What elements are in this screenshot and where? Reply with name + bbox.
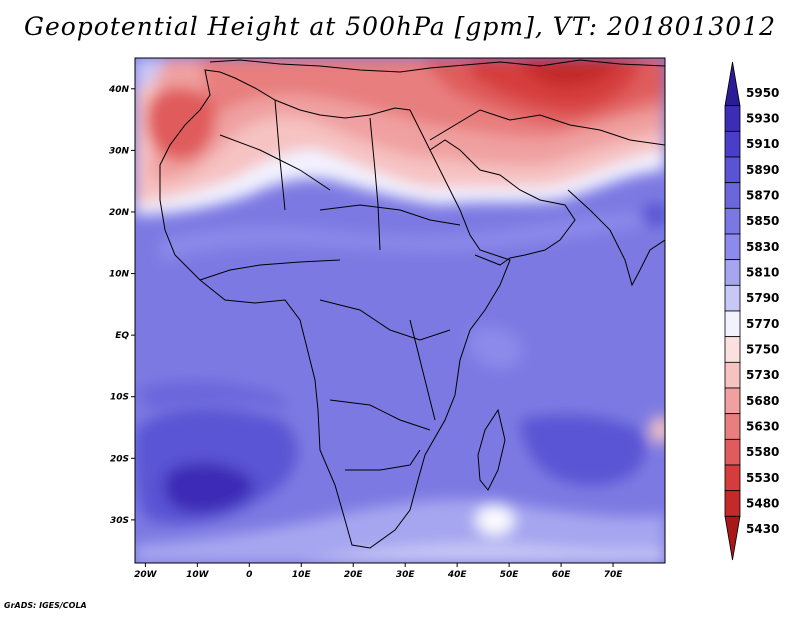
border-south-central	[329, 399, 431, 431]
x-tick-label: 20E	[344, 570, 364, 580]
cell-east-edge	[650, 416, 665, 444]
colorbar-label: 5750	[746, 343, 779, 357]
x-tick-label: 50E	[500, 570, 520, 580]
border-algeria	[274, 99, 286, 211]
colorbar-label: 5730	[746, 368, 779, 382]
border-sahel	[319, 204, 461, 226]
colorbar-label: 5790	[746, 291, 779, 305]
band-5790-south	[300, 543, 665, 563]
colorbar-swatch	[724, 130, 741, 158]
x-tick-label: 10W	[186, 570, 210, 580]
mediterranean-north	[209, 59, 665, 73]
y-tick-label: EQ	[115, 331, 129, 341]
grads-credit: GrADS: IGES/COLA	[4, 601, 87, 610]
cell-morocco	[146, 87, 216, 161]
colorbar-swatch	[724, 515, 741, 561]
border-southern	[345, 449, 421, 471]
border-central	[319, 299, 451, 341]
colorbar-swatch	[724, 336, 741, 363]
colorbar-label: 5890	[746, 163, 779, 177]
y-axis: 40N 30N 20N 10N EQ 10S 20S 30S	[108, 85, 135, 526]
band-5870-atl	[135, 380, 290, 410]
colorbar-label: 5430	[746, 522, 779, 536]
corner-nw	[135, 58, 165, 90]
border-egypt-sudan	[369, 117, 381, 251]
colorbar-swatch	[724, 259, 741, 286]
great-lakes	[409, 319, 436, 421]
x-tick-label: 30E	[396, 570, 416, 580]
x-axis: 20W 10W 0 10E 20E 30E 40E 50E 60E 70E	[134, 563, 623, 580]
colorbar-label: 5480	[746, 497, 779, 511]
x-tick-label: 60E	[552, 570, 572, 580]
colorbar-swatch	[724, 387, 741, 415]
y-tick-label: 30N	[109, 146, 130, 156]
colorbar-label: 5930	[746, 112, 779, 126]
colorbar-swatch	[724, 61, 741, 107]
y-tick-label: 10N	[109, 270, 130, 280]
colorbar: 5950 5930 5910 5890 5870 5850 5830 5810 5790 5770…	[724, 61, 779, 561]
x-tick-label: 0	[246, 570, 252, 580]
y-tick-label: 40N	[108, 85, 130, 95]
x-tick-label: 70E	[604, 570, 624, 580]
high-atlantic-inner	[163, 462, 255, 514]
x-tick-label: 10E	[292, 570, 312, 580]
madagascar	[477, 408, 506, 491]
colorbar-label: 5630	[746, 420, 779, 434]
colorbar-swatch	[724, 464, 741, 492]
y-tick-label: 10S	[110, 393, 129, 403]
colorbar-swatch	[724, 156, 741, 184]
colorbar-label: 5910	[746, 137, 779, 151]
colorbar-swatch	[724, 490, 741, 517]
colorbar-swatch	[724, 233, 741, 261]
colorbar-label: 5770	[746, 317, 779, 331]
chart-title: Geopotential Height at 500hPa [gpm], VT:…	[23, 12, 777, 41]
colorbar-label: 5830	[746, 240, 779, 254]
colorbar-swatch	[724, 310, 741, 338]
border-westafrica	[199, 259, 341, 281]
colorbar-label: 5810	[746, 266, 779, 280]
high-indian	[520, 414, 646, 486]
colorbar-swatch	[724, 361, 741, 389]
x-tick-label: 40E	[447, 570, 468, 580]
colorbar-label: 5870	[746, 189, 779, 203]
cell-arabian-sea	[641, 203, 665, 227]
colorbar-label: 5530	[746, 471, 779, 485]
band-5830	[160, 210, 665, 262]
patch-east-africa	[470, 326, 522, 369]
y-tick-label: 30S	[110, 516, 129, 526]
y-tick-label: 20N	[109, 208, 130, 218]
africa-outline	[159, 69, 511, 549]
coastlines	[159, 59, 665, 549]
geopotential-field	[135, 58, 665, 563]
colorbar-label: 5850	[746, 214, 779, 228]
colorbar-label: 5580	[746, 445, 779, 459]
colorbar-swatch	[724, 207, 741, 235]
map-frame	[134, 57, 666, 564]
colorbar-swatch	[724, 105, 741, 132]
y-tick-label: 20S	[110, 454, 129, 464]
colorbar-swatch	[724, 438, 741, 466]
colorbar-label: 5680	[746, 394, 779, 408]
colorbar-swatch	[724, 413, 741, 440]
colorbar-swatch	[724, 182, 741, 209]
x-tick-label: 20W	[134, 570, 158, 580]
colorbar-swatch	[724, 284, 741, 312]
persia-coast	[429, 109, 665, 146]
colorbar-label: 5950	[746, 86, 779, 100]
india-coast	[567, 189, 665, 287]
arabian-peninsula	[429, 139, 576, 266]
